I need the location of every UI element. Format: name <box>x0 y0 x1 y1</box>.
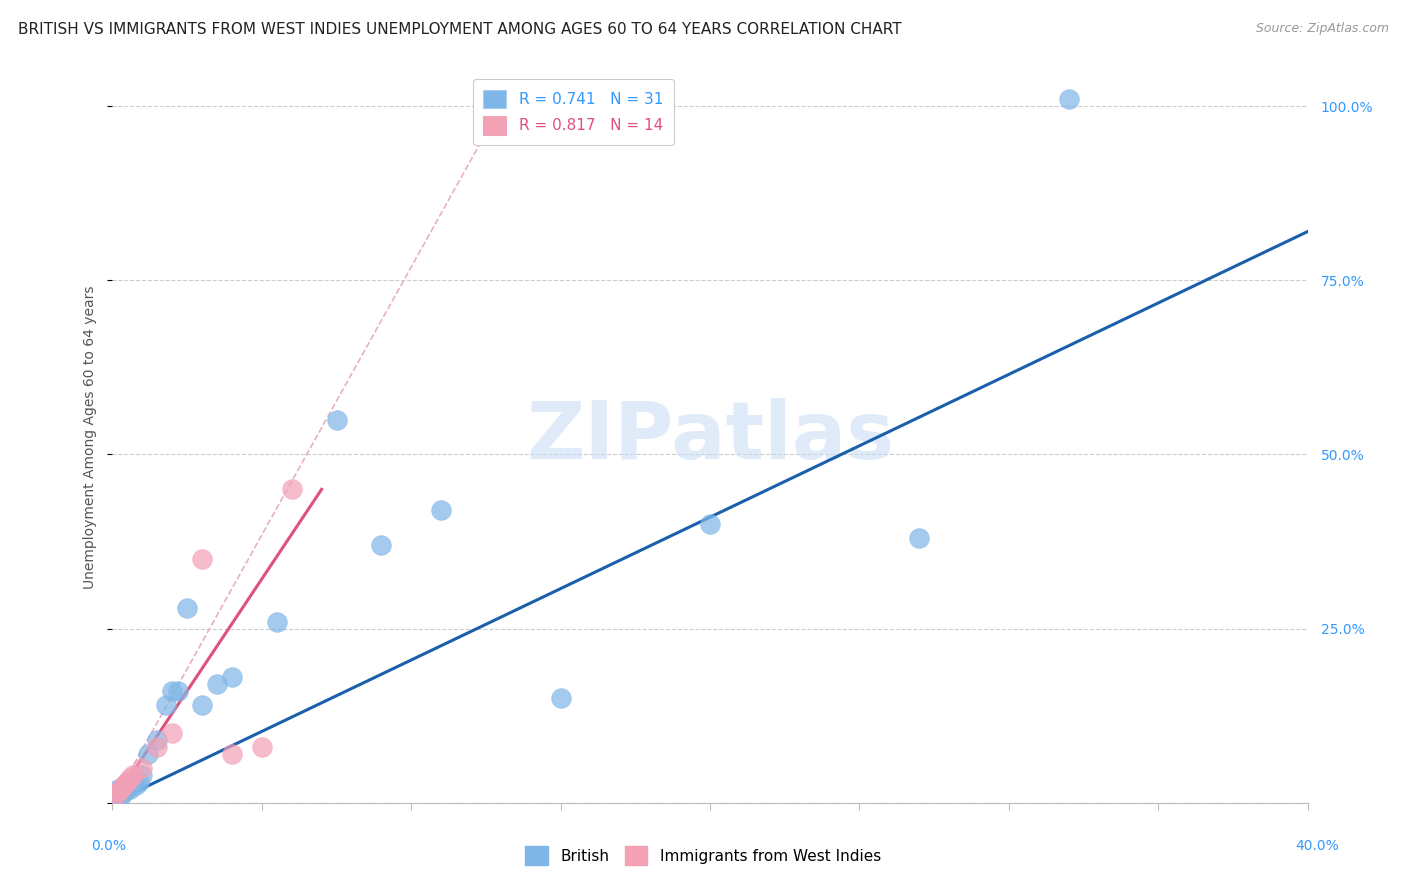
Point <box>138 747 160 761</box>
Point <box>370 538 392 552</box>
Point <box>281 483 304 497</box>
Point <box>120 772 142 786</box>
Point <box>125 778 148 792</box>
Point <box>205 677 228 691</box>
Point <box>104 789 127 803</box>
Point <box>128 775 150 789</box>
Point <box>176 600 198 615</box>
Point <box>117 775 139 789</box>
Point <box>221 670 243 684</box>
Text: Source: ZipAtlas.com: Source: ZipAtlas.com <box>1256 22 1389 36</box>
Point <box>191 698 214 713</box>
Text: ZIPatlas: ZIPatlas <box>526 398 894 476</box>
Text: 0.0%: 0.0% <box>91 838 125 853</box>
Point <box>699 517 721 532</box>
Point <box>550 691 572 706</box>
Point <box>107 789 129 803</box>
Point <box>114 778 135 792</box>
Point <box>107 781 129 796</box>
Point <box>122 768 145 782</box>
Point <box>107 785 129 799</box>
Point <box>120 781 142 796</box>
Text: 40.0%: 40.0% <box>1295 838 1340 853</box>
Point <box>325 412 347 426</box>
Point <box>250 740 273 755</box>
Point <box>167 684 190 698</box>
Point <box>908 531 931 545</box>
Point <box>131 761 153 775</box>
Point <box>162 684 183 698</box>
Point <box>110 781 132 796</box>
Point <box>221 747 243 761</box>
Legend: British, Immigrants from West Indies: British, Immigrants from West Indies <box>519 840 887 871</box>
Point <box>146 733 169 747</box>
Point <box>155 698 177 713</box>
Point <box>117 775 139 789</box>
Point <box>266 615 288 629</box>
Point <box>430 503 453 517</box>
Y-axis label: Unemployment Among Ages 60 to 64 years: Unemployment Among Ages 60 to 64 years <box>83 285 97 589</box>
Point <box>191 552 214 566</box>
Point <box>146 740 169 755</box>
Legend: R = 0.741   N = 31, R = 0.817   N = 14: R = 0.741 N = 31, R = 0.817 N = 14 <box>472 79 673 145</box>
Point <box>110 789 132 803</box>
Point <box>117 781 139 796</box>
Point <box>114 785 135 799</box>
Point <box>114 781 135 796</box>
Point <box>1057 92 1080 106</box>
Point <box>110 781 132 796</box>
Point <box>122 775 145 789</box>
Point <box>104 789 127 803</box>
Text: BRITISH VS IMMIGRANTS FROM WEST INDIES UNEMPLOYMENT AMONG AGES 60 TO 64 YEARS CO: BRITISH VS IMMIGRANTS FROM WEST INDIES U… <box>18 22 901 37</box>
Point <box>162 726 183 740</box>
Point <box>131 768 153 782</box>
